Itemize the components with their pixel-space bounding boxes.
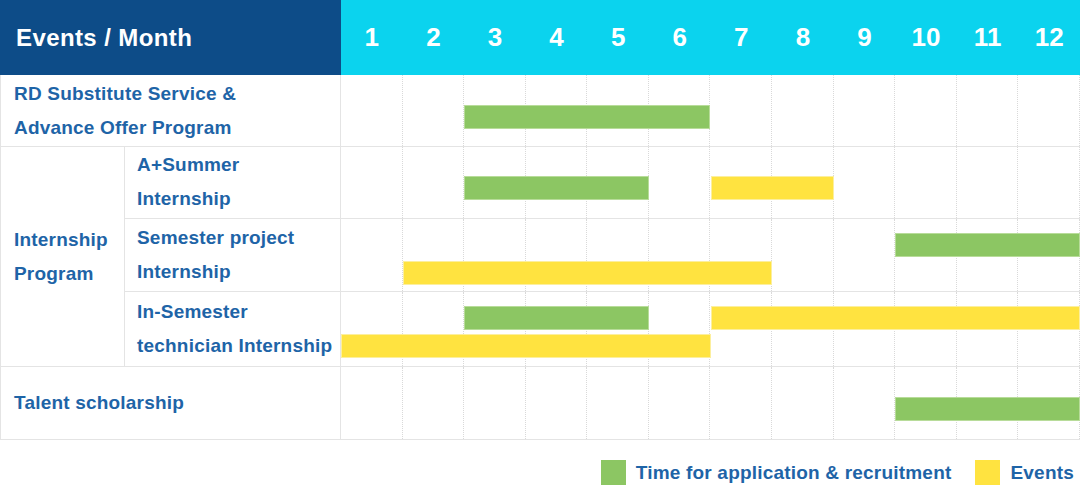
month-column: [834, 147, 896, 218]
gantt-bar-yellow: [711, 306, 1080, 330]
month-column: [895, 75, 957, 146]
gantt-bar-yellow: [711, 176, 834, 200]
gantt-subrow: A+SummerInternship: [125, 147, 1080, 219]
legend-label-events: Events: [1010, 462, 1074, 484]
month-column: [403, 147, 465, 218]
month-column: [341, 147, 403, 218]
month-column: [587, 367, 649, 439]
group-label: InternshipProgram: [1, 147, 125, 366]
month-header-1: 1: [341, 0, 403, 75]
row-label-line: Semester project: [137, 221, 340, 255]
gantt-grid: [341, 147, 1080, 218]
month-column: [403, 367, 465, 439]
month-header-7: 7: [710, 0, 772, 75]
month-column: [834, 219, 896, 292]
legend-label-application: Time for application & recruitment: [636, 462, 952, 484]
gantt-row: Talent scholarship: [1, 367, 1080, 440]
month-column: [834, 75, 896, 146]
month-header-strip: 123456789101112: [341, 0, 1080, 75]
month-column: [649, 367, 711, 439]
row-label-line: Program: [14, 257, 124, 291]
gantt-subrow: Semester projectInternship: [125, 219, 1080, 293]
legend-swatch-events-icon: [975, 460, 1000, 485]
month-column: [834, 367, 896, 439]
month-header-8: 8: [772, 0, 834, 75]
gantt-body: RD Substitute Service &Advance Offer Pro…: [0, 75, 1080, 440]
row-label-line: RD Substitute Service &: [14, 77, 340, 111]
month-header-12: 12: [1018, 0, 1080, 75]
row-label: Talent scholarship: [1, 367, 341, 439]
month-header-5: 5: [587, 0, 649, 75]
gantt-grid: [341, 367, 1080, 439]
month-header-10: 10: [895, 0, 957, 75]
row-label-line: Talent scholarship: [14, 386, 340, 420]
gantt-group: InternshipProgramA+SummerInternshipSemes…: [1, 147, 1080, 367]
subrow-label: In-Semestertechnician Internship: [125, 292, 341, 366]
subrow-label: A+SummerInternship: [125, 147, 341, 218]
month-column: [710, 367, 772, 439]
month-column: [341, 219, 403, 292]
row-label-line: Internship: [137, 255, 340, 289]
table-header-row: Events / Month 123456789101112: [0, 0, 1080, 75]
month-column: [957, 75, 1019, 146]
row-label-line: Internship: [14, 223, 124, 257]
subrow-label: Semester projectInternship: [125, 219, 341, 292]
month-column: [1018, 147, 1080, 218]
month-column: [464, 367, 526, 439]
month-column: [957, 147, 1019, 218]
month-column: [772, 367, 834, 439]
row-label-line: Advance Offer Program: [14, 111, 340, 145]
month-column: [649, 147, 711, 218]
month-header-9: 9: [834, 0, 896, 75]
gantt-row: RD Substitute Service &Advance Offer Pro…: [1, 75, 1080, 147]
gantt-bar-green: [464, 176, 649, 200]
month-header-6: 6: [649, 0, 711, 75]
gantt-grid: [341, 75, 1080, 146]
month-column: [341, 367, 403, 439]
row-label-line: In-Semester: [137, 295, 340, 329]
row-label-line: technician Internship: [137, 329, 340, 363]
month-column: [710, 75, 772, 146]
legend-swatch-application-icon: [601, 460, 626, 485]
month-header-11: 11: [957, 0, 1019, 75]
row-label: RD Substitute Service &Advance Offer Pro…: [1, 75, 341, 146]
month-header-4: 4: [526, 0, 588, 75]
legend: Time for application & recruitment Event…: [601, 460, 1074, 485]
month-column: [341, 75, 403, 146]
gantt-bar-green: [464, 306, 649, 330]
month-column: [526, 367, 588, 439]
month-column: [403, 75, 465, 146]
month-column: [772, 75, 834, 146]
gantt-bar-green: [895, 233, 1080, 257]
month-column: [895, 147, 957, 218]
row-label-line: A+Summer: [137, 148, 340, 182]
row-label-line: Internship: [137, 182, 340, 216]
gantt-bar-yellow: [341, 334, 711, 358]
gantt-bar-green: [895, 397, 1080, 421]
month-header-3: 3: [464, 0, 526, 75]
gantt-grid: [341, 219, 1080, 292]
gantt-subrow: In-Semestertechnician Internship: [125, 292, 1080, 366]
month-header-2: 2: [403, 0, 465, 75]
gantt-bar-yellow: [403, 261, 773, 285]
month-column: [772, 219, 834, 292]
gantt-bar-green: [464, 105, 710, 129]
gantt-grid: [341, 292, 1080, 366]
events-month-header: Events / Month: [0, 0, 341, 75]
month-column: [1018, 75, 1080, 146]
gantt-schedule-chart: Events / Month 123456789101112 RD Substi…: [0, 0, 1080, 494]
group-rows: A+SummerInternshipSemester projectIntern…: [125, 147, 1080, 366]
